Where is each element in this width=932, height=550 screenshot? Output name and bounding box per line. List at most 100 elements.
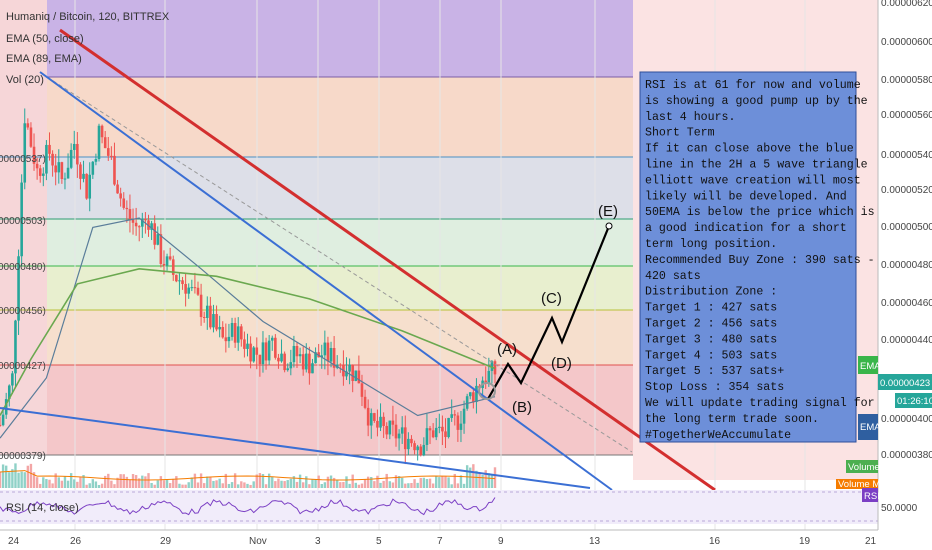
- volume-bar: [469, 467, 472, 488]
- wave-label-a: (A): [497, 341, 517, 358]
- price-tick: 0.00000520: [881, 185, 932, 196]
- volume-bar: [156, 480, 159, 488]
- note-line: Stop Loss : 354 sats: [645, 381, 784, 394]
- volume-bar: [181, 484, 184, 488]
- volume-bar: [63, 476, 67, 488]
- candle-body: [153, 223, 156, 245]
- candle-body: [416, 446, 419, 451]
- candle-body: [246, 343, 249, 349]
- candle-body: [131, 219, 135, 223]
- candle-body: [221, 326, 225, 338]
- candle-body: [14, 320, 17, 374]
- candle-body: [289, 362, 293, 369]
- volume-bar: [209, 476, 212, 488]
- volume-bar: [66, 480, 70, 488]
- ema-tag-green-text: EMA: [860, 361, 881, 372]
- blue-upper-trendline: [39, 71, 613, 491]
- candle-body: [240, 326, 243, 340]
- candle-body: [388, 420, 392, 435]
- candles: [0, 108, 497, 465]
- price-tick: 0.00000620: [881, 0, 932, 9]
- volume-bar: [413, 479, 416, 488]
- candle-body: [261, 342, 265, 365]
- candle-body: [447, 417, 450, 438]
- candle-body: [236, 326, 240, 343]
- volume-bar: [342, 482, 345, 488]
- price-tick: 0.00000580: [881, 75, 932, 86]
- volume-bar: [431, 483, 435, 488]
- candle-body: [113, 155, 116, 185]
- wave-label-e: (E): [598, 203, 618, 220]
- volume-bar: [100, 483, 104, 488]
- date-tick: 3: [315, 536, 321, 547]
- candle-body: [85, 173, 88, 199]
- zone-orange: [47, 77, 633, 157]
- time-tag: [895, 393, 932, 408]
- ema-tag-blue-text: EMA: [860, 422, 881, 433]
- date-tick: 5: [376, 536, 382, 547]
- candle-body: [274, 337, 277, 358]
- candle-body: [23, 123, 27, 183]
- zone-yellowgreen: [47, 266, 633, 310]
- candle-body: [106, 148, 110, 156]
- volume-bar: [246, 483, 249, 488]
- note-line: Distribution Zone :: [645, 286, 777, 299]
- note-line: line in the 2H a 5 wave triangle: [645, 159, 868, 172]
- candle-body: [79, 164, 82, 179]
- volume-bar: [141, 475, 144, 488]
- note-line: is showing a good pump up by the: [645, 95, 868, 108]
- volume-bar: [462, 483, 466, 488]
- candle-body: [490, 361, 494, 371]
- candle-body: [283, 353, 286, 371]
- date-tick: 24: [8, 536, 20, 547]
- fib-lines: [0, 76, 633, 456]
- candle-body: [150, 223, 153, 230]
- volume-bar: [385, 473, 388, 488]
- x-axis-area: [0, 530, 932, 550]
- volume-bar: [42, 477, 45, 488]
- analysis-note-text: RSI is at 61 for now and volume is showin…: [645, 79, 875, 442]
- volume-bar: [326, 476, 330, 488]
- volume-bar: [128, 480, 132, 488]
- date-tick: 21: [865, 536, 877, 547]
- volume-bar: [147, 473, 150, 488]
- candle-body: [175, 274, 178, 282]
- volume-ma-tag: [836, 479, 878, 489]
- note-line: If it can close above the blue: [645, 143, 854, 156]
- candle-body: [366, 407, 370, 426]
- left-label: 00000537): [0, 154, 46, 165]
- volume-bar: [394, 475, 398, 488]
- volume-bar: [329, 475, 333, 488]
- volume-bar: [267, 473, 271, 488]
- candle-body: [373, 413, 376, 421]
- red-resistance-line: [59, 28, 716, 492]
- left-label: 00000503): [0, 216, 46, 227]
- volume-bar: [345, 476, 348, 488]
- candle-body: [453, 414, 457, 416]
- volume-bar: [339, 482, 342, 488]
- volume-bar: [258, 473, 262, 488]
- candle-body: [193, 287, 197, 289]
- volume-bar: [237, 484, 240, 488]
- volume-bar: [435, 475, 438, 488]
- candle-body: [301, 354, 305, 370]
- candle-body: [277, 357, 280, 362]
- volume-bar: [271, 476, 274, 488]
- candle-body: [165, 256, 169, 266]
- volume-bar: [472, 464, 475, 488]
- left-label: 00000456): [0, 306, 46, 317]
- candle-body: [450, 414, 453, 418]
- volume-bar: [493, 467, 497, 488]
- volume-bar: [314, 479, 317, 488]
- candle-body: [125, 207, 129, 210]
- volume-bar: [4, 465, 8, 488]
- volume-bar: [45, 479, 48, 488]
- price-tick: 0.00000380: [881, 450, 932, 461]
- price-tick: 0.00000440: [881, 335, 932, 346]
- candle-body: [190, 287, 194, 289]
- volume-bar: [159, 476, 163, 488]
- zone-grey: [47, 157, 633, 219]
- zone-purple: [47, 0, 633, 77]
- rsi-panel: [0, 490, 878, 524]
- candle-body: [119, 193, 122, 199]
